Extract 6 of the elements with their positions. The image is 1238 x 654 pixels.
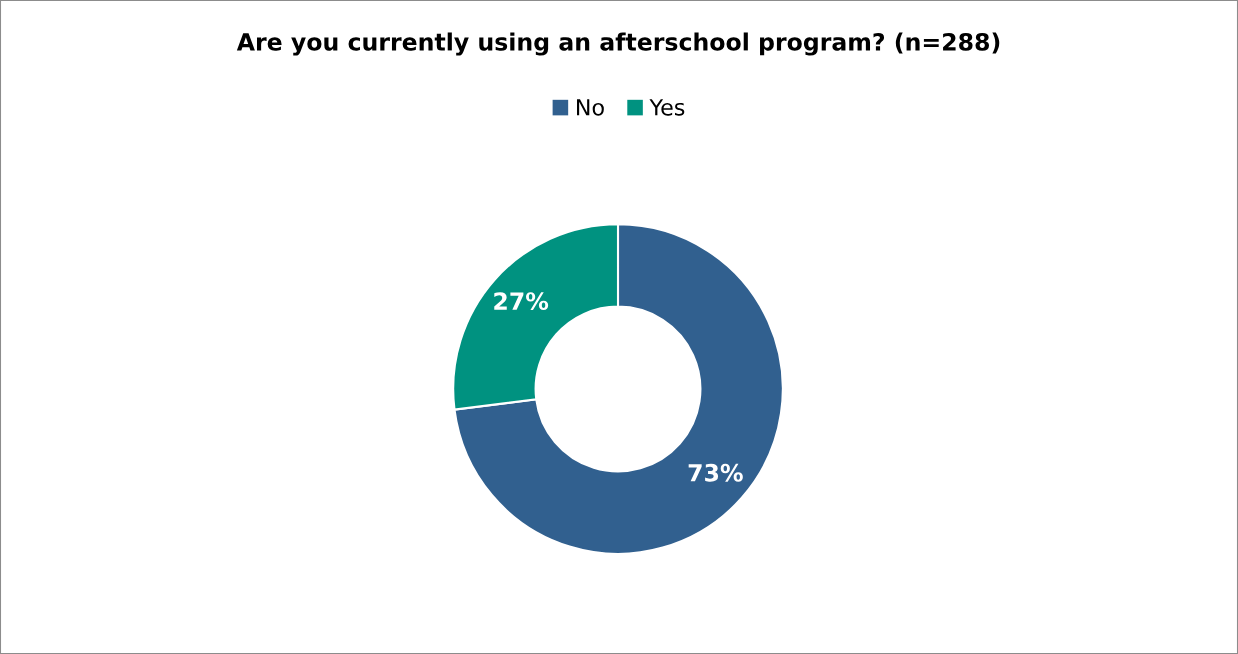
data-label: 27%: [494, 292, 549, 311]
legend-label: Yes: [649, 99, 685, 116]
legend-label: No: [577, 99, 604, 116]
data-label: 73%: [688, 463, 743, 482]
chart-title: Are you currently using an afterschool program? (n=288): [236, 32, 1000, 56]
donut-slice: [453, 223, 784, 555]
